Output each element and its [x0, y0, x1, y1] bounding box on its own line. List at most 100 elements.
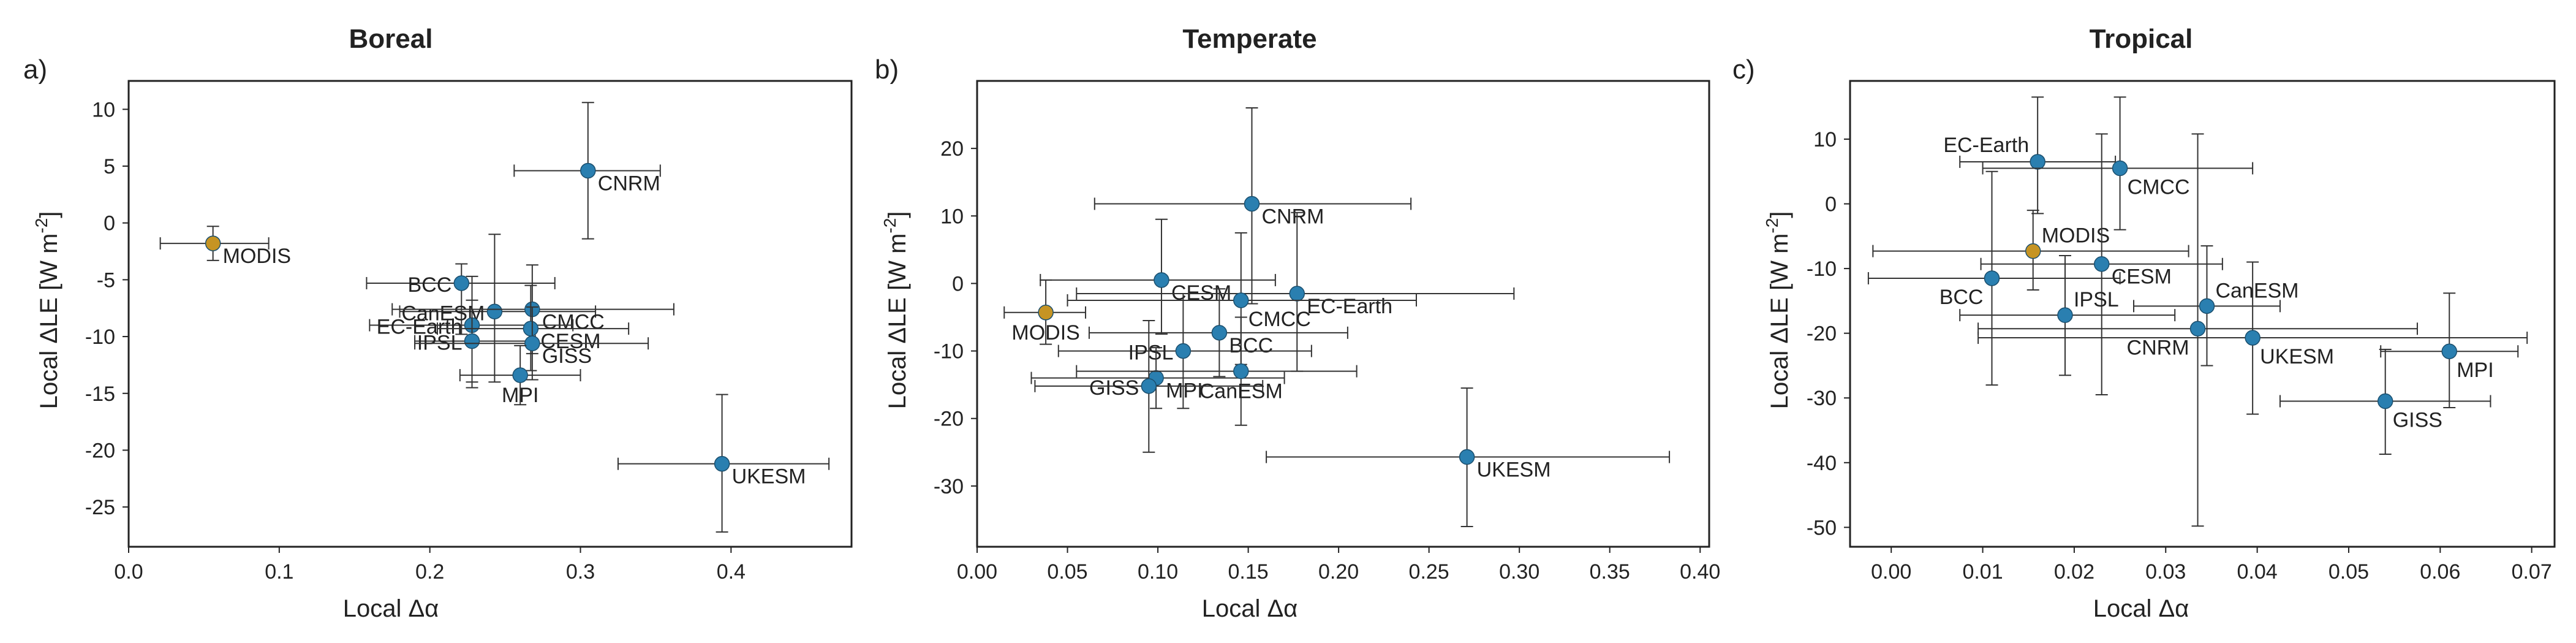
x-tick-label: 0.06 — [2420, 560, 2460, 584]
point-label: GISS — [2393, 409, 2442, 432]
point-label: MODIS — [2042, 224, 2110, 248]
y-tick-label: -50 — [1807, 516, 1837, 539]
point-marker — [1154, 272, 1169, 288]
y-tick-label: 10 — [940, 205, 964, 228]
point-marker — [524, 335, 540, 351]
point-label: BCC — [1229, 334, 1273, 357]
y-axis-label-sup: -2 — [1762, 218, 1781, 234]
y-tick-label: -40 — [1807, 452, 1837, 475]
x-axis-label: Local Δα — [2093, 595, 2189, 622]
x-tick-label: 0.30 — [1499, 560, 1539, 584]
y-axis-label-main: Local ΔLE [W m — [1766, 234, 1793, 409]
data-point-cmcc: CMCC — [1982, 96, 2254, 230]
point-label: MPI — [2457, 359, 2493, 382]
x-tick-label: 0.03 — [2145, 560, 2186, 584]
point-label: CNRM — [2127, 336, 2189, 359]
y-tick-label: -10 — [934, 340, 964, 363]
data-point-canesm: CanESM — [399, 234, 597, 383]
point-marker — [2025, 243, 2041, 259]
y-tick-label: -30 — [934, 475, 964, 498]
x-tick-label: 0.10 — [1138, 560, 1178, 584]
point-marker — [1175, 343, 1192, 359]
y-axis-label: Local ΔLE [W m-2] — [1762, 211, 1793, 409]
panel-temperate: b) Temperate Local Δα Local ΔLE [W m-2] … — [875, 24, 1720, 622]
data-point-cnrm: CNRM — [513, 102, 661, 240]
point-label: UKESM — [732, 465, 806, 489]
data-point-modis: MODIS — [1872, 210, 2189, 291]
point-label: MODIS — [1011, 321, 1079, 344]
y-tick-label: -10 — [1807, 257, 1837, 281]
x-tick-label: 0.4 — [717, 560, 746, 584]
point-marker — [1233, 292, 1249, 308]
point-label: CMCC — [2128, 176, 2190, 199]
point-label: CESM — [1171, 281, 1231, 305]
point-label: GISS — [1089, 376, 1139, 400]
point-label: MPI — [1166, 379, 1203, 403]
point-marker — [2377, 393, 2393, 409]
y-tick-label: -25 — [85, 496, 115, 519]
x-tick-label: 0.02 — [2054, 560, 2094, 584]
plot-frame — [127, 80, 853, 548]
data-point-mpi: MPI — [459, 344, 581, 407]
point-label: BCC — [407, 273, 451, 297]
point-marker — [2057, 307, 2073, 323]
x-tick-label: 0.15 — [1228, 560, 1268, 584]
x-tick-label: 0.04 — [2237, 560, 2278, 584]
point-label: CMCC — [1248, 308, 1311, 331]
panel-tropical: c) Tropical Local Δα Local ΔLE [W m-2] 0… — [1732, 24, 2556, 622]
point-marker — [2189, 321, 2206, 337]
point-marker — [1244, 196, 1260, 212]
y-axis-label: Local ΔLE [W m-2] — [880, 211, 911, 409]
point-marker — [2199, 298, 2215, 314]
data-point-cmcc: CMCC — [1067, 232, 1417, 365]
data-point-ukesm: UKESM — [1266, 387, 1671, 527]
point-marker — [1211, 325, 1228, 341]
point-marker — [1141, 378, 1157, 394]
y-axis-label-close: ] — [884, 211, 911, 218]
data-point-cnrm: CNRM — [1977, 133, 2418, 527]
data-point-cesm: CESM — [1980, 133, 2223, 395]
point-label: CNRM — [1261, 205, 1324, 228]
x-axis-label: Local Δα — [343, 595, 439, 622]
data-point-modis: MODIS — [159, 226, 291, 268]
y-axis-label-main: Local ΔLE [W m — [36, 234, 62, 409]
y-axis-label-main: Local ΔLE [W m — [884, 234, 911, 409]
point-label: EC-Earth — [377, 316, 463, 339]
point-label: GISS — [542, 344, 592, 368]
plot-frame — [1849, 80, 2556, 548]
data-point-bcc: BCC — [366, 263, 556, 335]
y-axis-label-close: ] — [36, 211, 62, 218]
y-axis-label-sup: -2 — [32, 218, 51, 234]
point-marker — [2093, 256, 2110, 272]
y-tick-label: -5 — [97, 268, 115, 292]
point-label: CESM — [540, 330, 600, 353]
x-tick-label: 0.00 — [957, 560, 997, 584]
y-tick-label: -10 — [85, 325, 115, 349]
point-label: UKESM — [1477, 458, 1551, 482]
y-tick-label: -20 — [1807, 322, 1837, 346]
data-point-giss: GISS — [2279, 349, 2491, 455]
point-marker — [2112, 160, 2128, 177]
data-point-ec-earth: EC-Earth — [1076, 211, 1515, 372]
point-marker — [1233, 363, 1249, 379]
data-point-cnrm: CNRM — [1093, 107, 1412, 305]
plot-frame — [976, 80, 1710, 548]
panel-title: Boreal — [349, 24, 433, 54]
x-tick-label: 0.20 — [1318, 560, 1359, 584]
data-point-giss: GISS — [414, 306, 649, 381]
x-tick-label: 0.3 — [566, 560, 595, 584]
x-tick-label: 0.05 — [2329, 560, 2369, 584]
point-marker — [523, 321, 539, 337]
data-point-giss: GISS — [1034, 320, 1264, 453]
point-marker — [580, 162, 596, 179]
x-tick-label: 0.25 — [1409, 560, 1449, 584]
x-tick-label: 0.40 — [1680, 560, 1720, 584]
data-point-mpi: MPI — [2380, 292, 2519, 409]
point-marker — [2441, 343, 2457, 359]
data-point-ec-earth: EC-Earth — [369, 275, 574, 383]
x-tick-label: 0.35 — [1590, 560, 1630, 584]
y-tick-label: 10 — [1813, 128, 1837, 151]
point-marker — [1984, 270, 2000, 286]
point-marker — [1038, 305, 1054, 321]
panel-letter: a) — [23, 55, 47, 85]
